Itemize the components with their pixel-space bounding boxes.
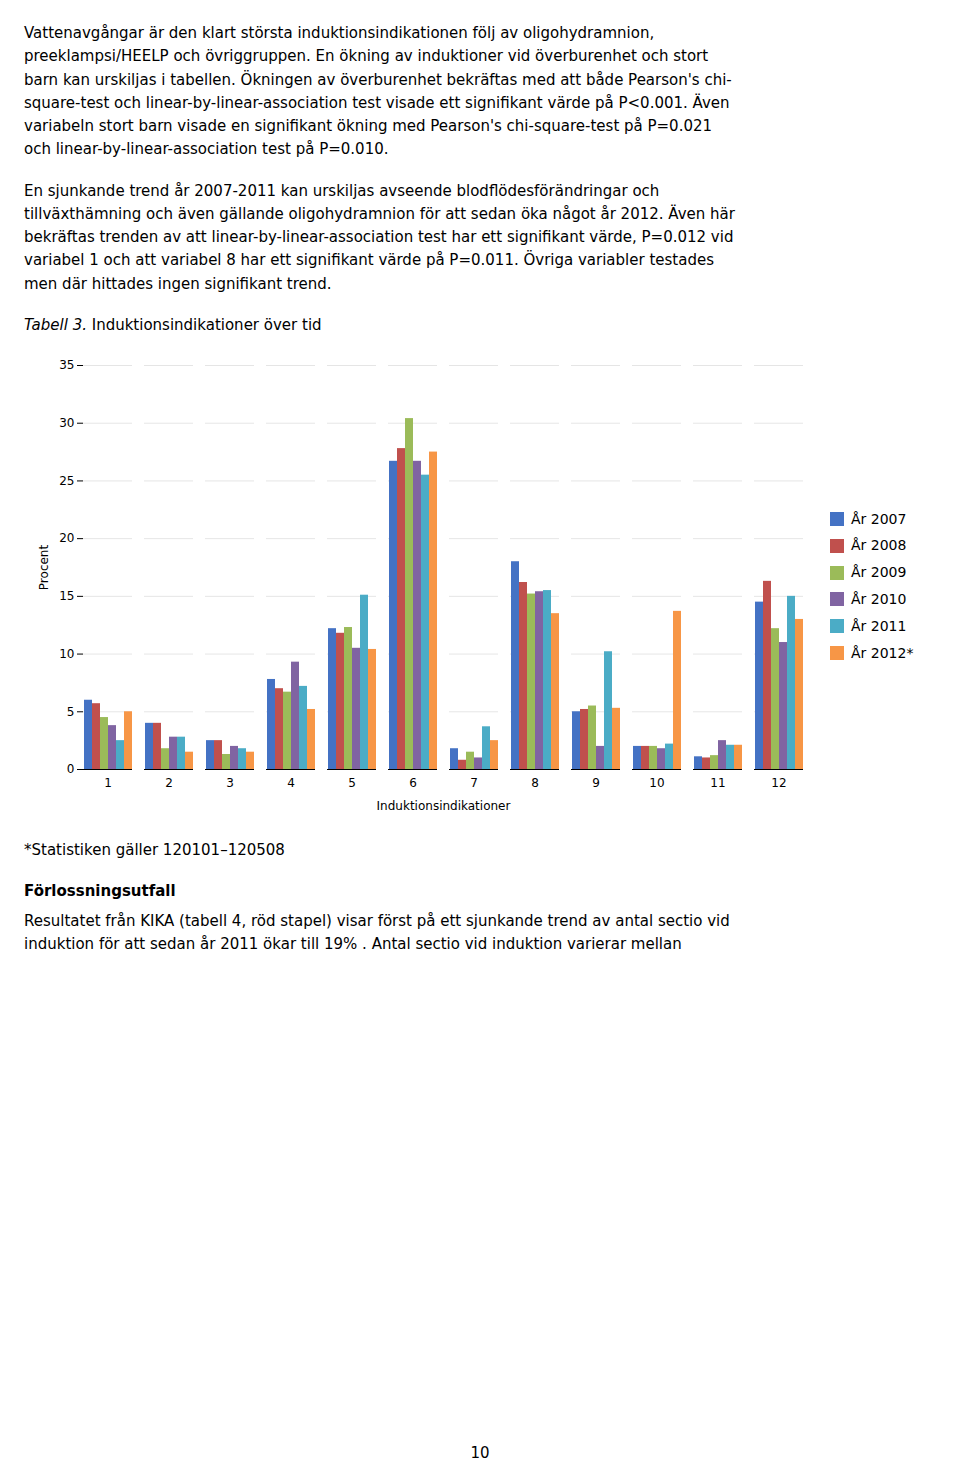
html-text:Vattenavgångar är den klart st: Vattenavgångar är den klart största indu… (24, 24, 655, 42)
svg-text:25: 25 (59, 474, 74, 488)
html-text:År 2009: År 2009 (851, 564, 907, 581)
html-text:variabel 1 och att variabel 8: variabel 1 och att variabel 8 har ett si… (24, 251, 714, 270)
svg-text:15: 15 (59, 589, 74, 603)
svg-text:5: 5 (348, 776, 356, 790)
svg-text:Induktionsindikationer: Induktionsindikationer (377, 799, 511, 813)
html-text:År 2012*: År 2012* (851, 644, 914, 661)
svg-text:5: 5 (67, 705, 75, 719)
svg-text:10: 10 (59, 647, 74, 661)
svg-text:4: 4 (287, 776, 295, 790)
html-text:preeklampsi/HEELP och övriggru: preeklampsi/HEELP och övriggruppen. En ö… (24, 47, 709, 66)
svg-text:11: 11 (710, 776, 725, 790)
html-text:barn kan urskiljas i tabellen.: barn kan urskiljas i tabellen. Ökningen … (24, 70, 732, 89)
html-text:bekräftas trenden av att linea: bekräftas trenden av att linear-by-linea… (24, 228, 734, 246)
svg-text:1: 1 (104, 776, 112, 790)
html-text:Resultatet från KIKA (tabell 4: Resultatet från KIKA (tabell 4, röd stap… (24, 911, 730, 930)
html-text:Förlossningsutfall: Förlossningsutfall (24, 882, 176, 901)
html-text:*Statistiken gäller 120101–120: *Statistiken gäller 120101–120508 (24, 841, 285, 859)
svg-text:7: 7 (470, 776, 478, 790)
html-text:En sjunkande trend år 2007-201: En sjunkande trend år 2007-2011 kan ursk… (24, 181, 660, 200)
html-text:År 2010: År 2010 (851, 591, 907, 607)
svg-text:12: 12 (771, 776, 786, 790)
svg-text:30: 30 (59, 416, 74, 430)
svg-text:35: 35 (59, 358, 74, 372)
html-text:men där hittades ingen signifi: men där hittades ingen signifikant trend… (24, 274, 332, 293)
svg-text:2: 2 (165, 776, 173, 790)
html-text:År 2011: År 2011 (851, 617, 907, 634)
html-text:och linear-by-linear-associati: och linear-by-linear-association test på… (24, 140, 389, 159)
svg-text:20: 20 (59, 531, 74, 545)
svg-text:0: 0 (67, 762, 75, 776)
html-text:År 2007: År 2007 (851, 510, 907, 527)
html-text:variabeln stort barn visade en: variabeln stort barn visade en signifika… (24, 117, 713, 135)
html-text:induktion för att sedan år 201: induktion för att sedan år 2011 ökar til… (24, 934, 682, 953)
html-text:Tabell 3. Induktionsindikation: Tabell 3. Induktionsindikationer över ti… (24, 315, 322, 334)
svg-text:9: 9 (592, 776, 600, 790)
svg-text:6: 6 (409, 776, 417, 790)
html-text:10: 10 (470, 1444, 490, 1462)
svg-text:8: 8 (531, 776, 539, 790)
svg-text:10: 10 (649, 776, 664, 790)
html-text:tillväxthämning och även gälla: tillväxthämning och även gällande oligoh… (24, 204, 735, 223)
svg-text:Procent: Procent (37, 545, 51, 591)
svg-text:3: 3 (226, 776, 234, 790)
html-text:square-test och linear-by-line: square-test och linear-by-linear-associa… (24, 93, 730, 112)
html-text:År 2008: År 2008 (851, 537, 907, 554)
